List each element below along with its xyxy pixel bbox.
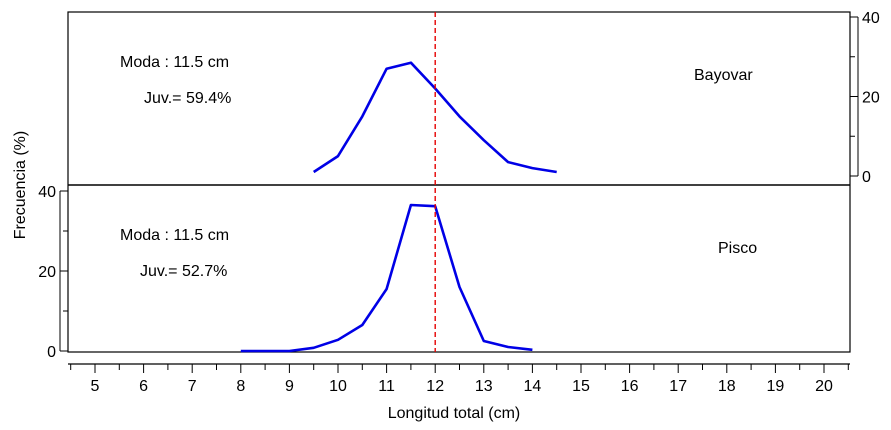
x-tick-label: 15: [572, 378, 590, 395]
bottom-y-tick-label: 40: [38, 184, 56, 201]
x-tick-label: 11: [378, 378, 395, 395]
x-tick-label: 14: [524, 378, 542, 395]
bottom-frequency-line: [240, 203, 533, 353]
bottom-location-label: Pisco: [718, 240, 757, 257]
top-mode-annotation: Moda : 11.5 cm: [120, 54, 229, 71]
top-location-label: Bayovar: [694, 67, 753, 84]
chart-marks: 5 6 7 8 9 10 11 12 13 14 15 16 17 18 19 20 0 20 40 0 20 40: [38, 10, 880, 395]
x-tick-label: 16: [621, 378, 639, 395]
x-tick-label: 20: [815, 378, 833, 395]
top-y-tick-label: 40: [862, 10, 880, 27]
x-axis-title: Longitud total (cm): [388, 405, 521, 422]
x-tick-label: 19: [767, 378, 785, 395]
x-tick-label: 13: [475, 378, 493, 395]
x-tick-label: 18: [718, 378, 736, 395]
bottom-y-tick-label: 20: [38, 264, 56, 281]
x-tick-label: 10: [329, 378, 347, 395]
top-y-tick-label: 20: [862, 90, 880, 107]
y-axis-title: Frecuencia (%): [12, 131, 29, 239]
top-y-tick-label: 0: [862, 169, 871, 186]
x-tick-label: 17: [669, 378, 687, 395]
bottom-mode-annotation: Moda : 11.5 cm: [120, 227, 229, 244]
bottom-y-tick-label: 0: [47, 344, 56, 361]
top-juvenile-annotation: Juv.= 59.4%: [144, 90, 231, 107]
x-tick-label: 12: [426, 378, 444, 395]
bottom-juvenile-annotation: Juv.= 52.7%: [140, 263, 227, 280]
x-tick-label: 8: [236, 378, 245, 395]
plot-frame: [67, 11, 851, 353]
x-tick-label: 5: [91, 378, 100, 395]
x-tick-label: 6: [139, 378, 148, 395]
x-tick-label: 9: [285, 378, 294, 395]
x-tick-label: 7: [188, 378, 197, 395]
